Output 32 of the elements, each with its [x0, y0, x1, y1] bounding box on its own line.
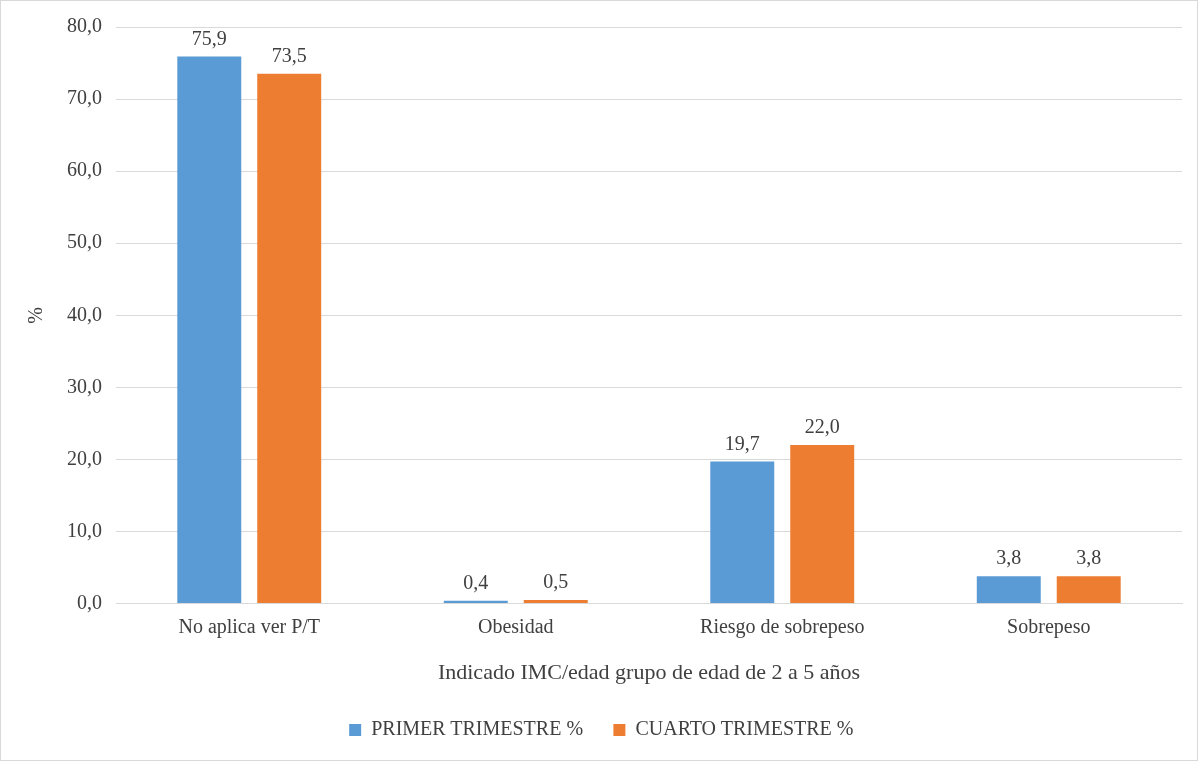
- x-tick-label: Riesgo de sobrepeso: [700, 614, 865, 638]
- legend-label: CUARTO TRIMESTRE %: [635, 717, 854, 740]
- data-label: 3,8: [1076, 546, 1102, 569]
- bar: [1056, 576, 1121, 604]
- data-label: 3,8: [996, 546, 1022, 569]
- bar: [257, 73, 322, 604]
- bar: [976, 576, 1041, 604]
- data-label: 75,9: [191, 26, 227, 49]
- y-tick-label: 70,0: [67, 86, 102, 109]
- data-label: 19,7: [724, 431, 760, 454]
- y-tick-label: 10,0: [67, 518, 102, 541]
- data-label: 73,5: [271, 44, 307, 67]
- y-axis-title: %: [24, 306, 47, 324]
- data-label: 22,0: [804, 415, 840, 438]
- y-tick-label: 60,0: [67, 158, 102, 181]
- bar: [710, 461, 775, 604]
- y-tick-label: 0,0: [77, 590, 102, 613]
- y-tick-label: 40,0: [67, 302, 102, 325]
- y-tick-label: 30,0: [67, 374, 102, 397]
- bar: [177, 56, 242, 604]
- x-axis-title: Indicado IMC/edad grupo de edad de 2 a 5 años: [437, 658, 861, 684]
- x-tick-label: Sobrepeso: [1007, 614, 1091, 638]
- y-tick-label: 80,0: [67, 14, 102, 37]
- x-tick-label: No aplica ver P/T: [178, 614, 321, 638]
- bar: [790, 445, 855, 604]
- data-label: 0,4: [463, 570, 489, 593]
- bar: [523, 600, 588, 604]
- y-tick-label: 50,0: [67, 230, 102, 253]
- legend-label: PRIMER TRIMESTRE %: [371, 717, 584, 740]
- x-tick-label: Obesidad: [477, 614, 554, 637]
- data-label: 0,5: [543, 570, 569, 593]
- y-tick-label: 20,0: [67, 446, 102, 469]
